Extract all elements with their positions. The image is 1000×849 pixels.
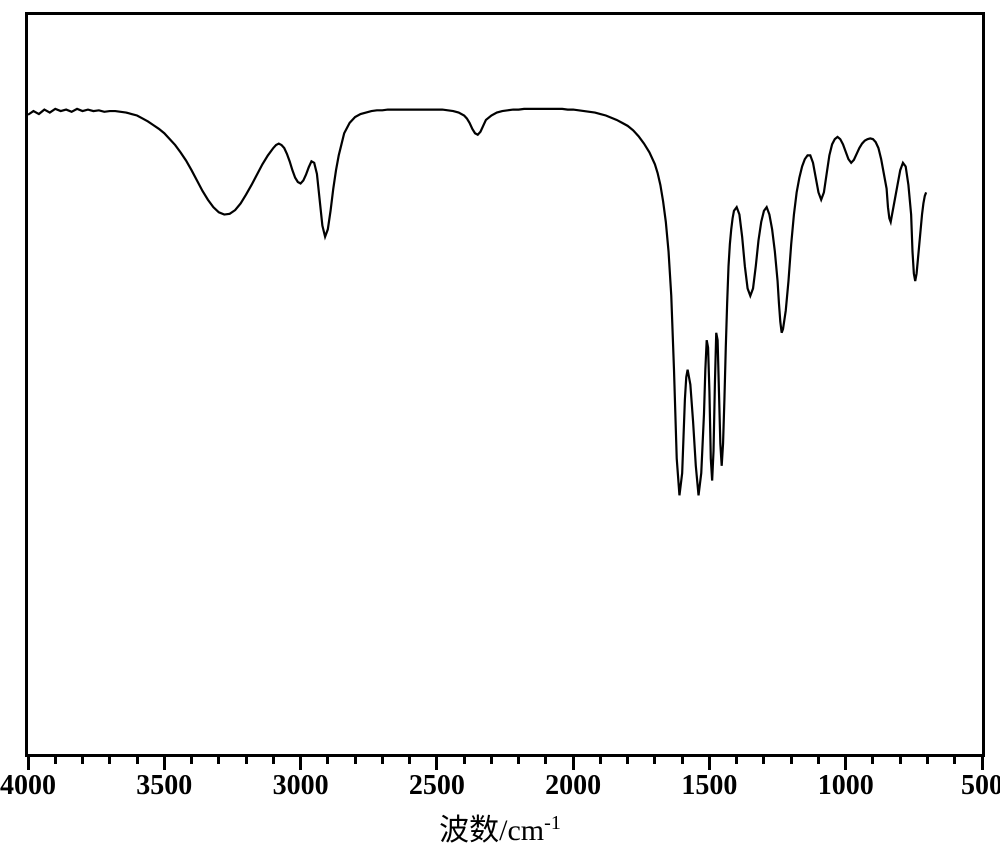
x-tick-label: 1000	[818, 770, 874, 802]
x-tick	[245, 757, 248, 764]
x-tick-label: 1500	[681, 770, 737, 802]
x-tick	[981, 757, 984, 770]
x-tick	[953, 757, 956, 764]
xlabel-prefix: 波数/cm	[439, 814, 544, 847]
x-tick	[926, 757, 929, 764]
x-tick	[681, 757, 684, 764]
x-tick	[54, 757, 57, 764]
x-tick	[136, 757, 139, 764]
x-tick	[326, 757, 329, 764]
x-tick	[27, 757, 30, 770]
x-tick	[163, 757, 166, 770]
x-tick-label: 2000	[545, 770, 601, 802]
x-tick	[762, 757, 765, 764]
x-tick-label: 2500	[409, 770, 465, 802]
x-tick-label: 4000	[0, 770, 56, 802]
x-axis-tick-labels: 4000350030002500200015001000500	[25, 770, 985, 800]
x-tick	[871, 757, 874, 764]
x-tick	[217, 757, 220, 764]
x-tick	[653, 757, 656, 764]
x-tick	[190, 757, 193, 764]
x-tick	[490, 757, 493, 764]
x-tick	[817, 757, 820, 764]
xlabel-sup: -1	[544, 812, 561, 834]
x-tick-label: 3000	[273, 770, 329, 802]
x-tick	[844, 757, 847, 770]
x-tick	[463, 757, 466, 764]
x-tick	[544, 757, 547, 764]
x-tick	[708, 757, 711, 770]
x-tick	[81, 757, 84, 764]
x-tick	[381, 757, 384, 764]
x-tick	[108, 757, 111, 764]
x-tick	[899, 757, 902, 764]
x-tick	[435, 757, 438, 770]
x-tick	[354, 757, 357, 764]
x-tick	[299, 757, 302, 770]
x-tick	[735, 757, 738, 764]
x-tick-label: 3500	[136, 770, 192, 802]
x-tick	[272, 757, 275, 764]
x-tick	[626, 757, 629, 764]
x-tick	[790, 757, 793, 764]
chart-plot-area	[25, 12, 985, 757]
x-tick	[517, 757, 520, 764]
x-tick	[572, 757, 575, 770]
x-tick	[408, 757, 411, 764]
x-tick-label: 500	[961, 770, 1000, 802]
x-tick	[599, 757, 602, 764]
x-axis-label: 波数/cm-1	[0, 805, 1000, 849]
spectrum-line	[28, 15, 982, 754]
